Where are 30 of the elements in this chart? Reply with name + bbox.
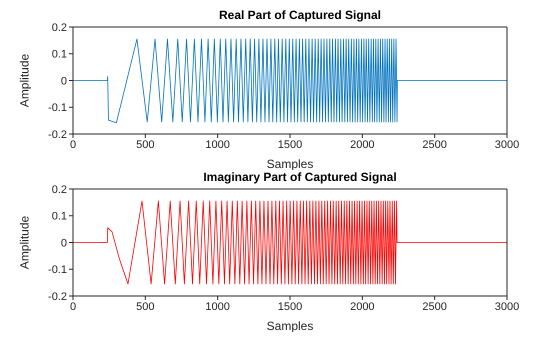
x-tick-label: 1500 <box>278 138 302 151</box>
x-tick-label: 1000 <box>205 138 230 151</box>
line-series <box>73 38 507 124</box>
x-tick-label: 2500 <box>422 300 447 313</box>
y-tick-label: 0.2 <box>52 184 67 196</box>
y-tick-label: -0.1 <box>48 102 67 114</box>
y-axis-title: Amplitude <box>17 54 32 108</box>
x-tick-label: 500 <box>136 138 155 151</box>
y-tick-label: 0.1 <box>52 210 67 223</box>
y-tick-label: -0.1 <box>48 264 67 276</box>
y-axis-title: Amplitude <box>17 216 32 270</box>
x-tick-label: 2000 <box>350 300 375 313</box>
y-tick-label: -0.2 <box>48 290 67 303</box>
y-tick-label: 0 <box>60 237 67 250</box>
x-tick-label: 1000 <box>205 300 230 313</box>
y-tick-label: 0.2 <box>52 22 67 34</box>
line-series <box>73 200 507 284</box>
x-tick-label: 2500 <box>422 138 447 151</box>
x-tick-label: 3000 <box>494 138 520 151</box>
x-tick-label: 0 <box>70 138 76 151</box>
x-tick-label: 0 <box>70 300 76 313</box>
y-tick-label: 0 <box>60 75 67 88</box>
x-tick-label: 1500 <box>278 300 302 313</box>
chart-title: Imaginary Part of Captured Signal <box>202 170 398 184</box>
x-tick-label: 500 <box>136 300 155 313</box>
chart-title: Real Part of Captured Signal <box>218 8 382 22</box>
y-tick-label: 0.1 <box>52 48 67 61</box>
y-tick-label: -0.2 <box>48 128 67 141</box>
x-tick-label: 2000 <box>350 138 375 151</box>
x-tick-label: 3000 <box>494 300 520 313</box>
